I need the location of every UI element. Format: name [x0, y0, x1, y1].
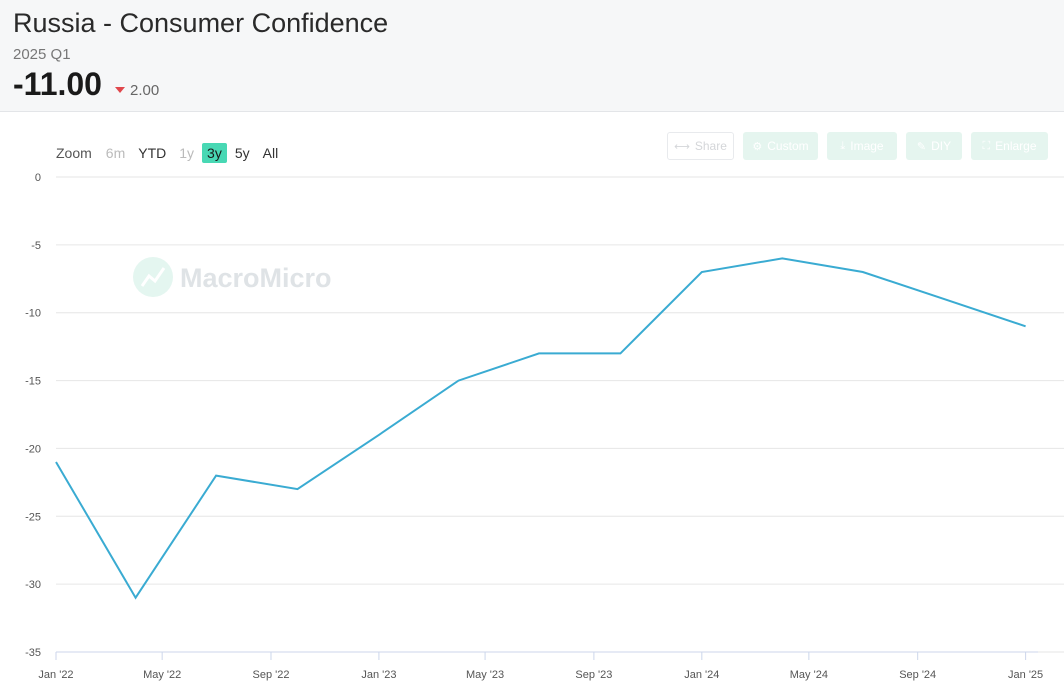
- y-tick-label: -25: [25, 511, 41, 523]
- watermark-text: MacroMicro: [180, 263, 332, 293]
- y-tick-label: -15: [25, 376, 41, 388]
- zoom-bar: Zoom 6m YTD 1y 3y 5y All: [56, 142, 286, 164]
- x-tick-label: Sep '23: [575, 669, 612, 681]
- y-tick-label: -30: [25, 579, 41, 591]
- logo-mark: [140, 267, 166, 287]
- y-tick-label: -10: [25, 308, 41, 320]
- zoom-all-button[interactable]: All: [262, 145, 279, 161]
- gear-icon: ⚙: [752, 140, 763, 153]
- x-tick-label: Jan '25: [1008, 669, 1043, 681]
- share-label: Share: [694, 139, 727, 153]
- y-tick-label: -5: [31, 240, 41, 252]
- y-tick-label: -35: [25, 647, 41, 659]
- period-label: 2025 Q1: [13, 46, 71, 63]
- x-tick-label: Jan '23: [361, 669, 396, 681]
- share-button[interactable]: ⟷ Share: [667, 132, 734, 160]
- pencil-icon: ✎: [916, 140, 927, 153]
- indicator-header: Russia - Consumer Confidence 2025 Q1 -11…: [0, 0, 1064, 112]
- x-tick-label: Sep '22: [252, 669, 289, 681]
- download-icon: ⤓: [840, 139, 846, 152]
- x-tick-label: May '22: [143, 669, 181, 681]
- share-icon: ⟷: [674, 140, 690, 153]
- image-label: Image: [850, 139, 884, 153]
- expand-icon: ⛶: [982, 139, 991, 152]
- change-value: 2.00: [130, 82, 160, 99]
- macromicro-logo-icon: [133, 257, 173, 297]
- series-line: [55, 257, 1026, 600]
- page-title: Russia - Consumer Confidence: [13, 8, 389, 38]
- custom-label: Custom: [767, 139, 809, 153]
- x-tick-label: May '24: [790, 669, 828, 681]
- y-tick-label: 0: [35, 172, 41, 184]
- latest-value: -11.00: [13, 66, 102, 102]
- zoom-3y-button[interactable]: 3y: [202, 143, 227, 163]
- down-arrow-icon: [115, 87, 125, 94]
- zoom-6m-button[interactable]: 6m: [105, 145, 126, 161]
- x-tick-label: Jan '24: [684, 669, 719, 681]
- diy-label: DIY: [931, 139, 952, 153]
- series-group: [55, 257, 1026, 600]
- diy-button[interactable]: ✎ DIY: [906, 132, 962, 160]
- image-button[interactable]: ⤓ Image: [827, 132, 897, 160]
- x-tick-label: Sep '24: [899, 669, 936, 681]
- change-indicator: 2.00: [115, 82, 159, 99]
- y-tick-label: -20: [25, 443, 41, 455]
- custom-button[interactable]: ⚙ Custom: [743, 132, 818, 160]
- zoom-label: Zoom: [56, 145, 92, 161]
- chart-toolbar: ⟷ Share ⚙ Custom ⤓ Image ✎ DIY ⛶ Enlarge: [0, 132, 1064, 160]
- y-axis: 0 -5 -10 -15 -20 -25 -30 -35: [25, 172, 41, 659]
- zoom-ytd-button[interactable]: YTD: [138, 145, 167, 161]
- zoom-1y-button[interactable]: 1y: [179, 145, 195, 161]
- zoom-5y-button[interactable]: 5y: [234, 145, 250, 161]
- enlarge-button[interactable]: ⛶ Enlarge: [971, 132, 1048, 160]
- x-tick-label: May '23: [466, 669, 504, 681]
- chart-watermark: MacroMicro: [133, 257, 332, 297]
- grid: [56, 176, 1064, 653]
- x-tick-label: Jan '22: [38, 669, 73, 681]
- enlarge-label: Enlarge: [995, 139, 1037, 153]
- x-axis: Jan '22 May '22 Sep '22 Jan '23 May '23 Sep '…: [38, 651, 1043, 681]
